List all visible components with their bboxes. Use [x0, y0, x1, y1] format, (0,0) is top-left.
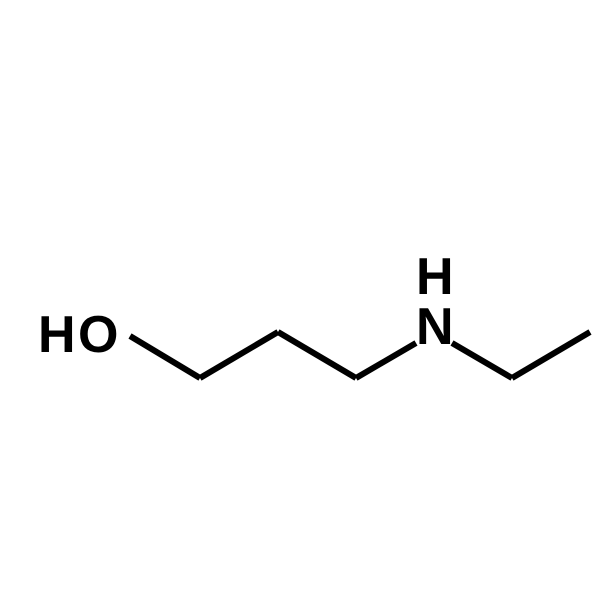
- bond-b3: [278, 332, 356, 378]
- atom-label-OH-0: H: [38, 306, 76, 364]
- atom-label-OH-1: O: [78, 306, 118, 364]
- bond-b4: [356, 343, 416, 378]
- bond-b1: [130, 336, 200, 378]
- chemical-structure: HONH: [0, 0, 600, 600]
- bond-b2: [200, 332, 278, 378]
- atom-label-NH-0: N: [416, 298, 454, 356]
- bond-b5: [452, 343, 512, 378]
- bond-b6: [512, 332, 590, 378]
- atom-label-NH-1: H: [416, 248, 454, 306]
